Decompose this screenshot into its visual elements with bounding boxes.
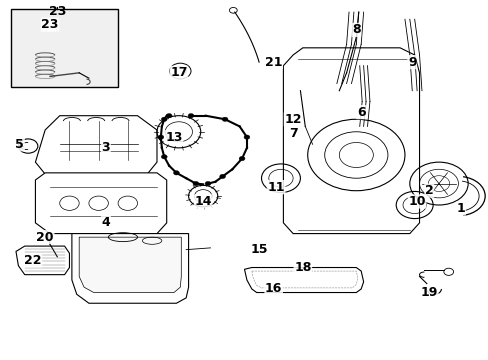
Text: 5: 5 xyxy=(16,138,24,151)
Text: 9: 9 xyxy=(407,55,416,69)
Circle shape xyxy=(158,135,163,139)
Polygon shape xyxy=(79,237,181,293)
Text: 12: 12 xyxy=(284,113,301,126)
Circle shape xyxy=(173,171,179,175)
Circle shape xyxy=(239,157,244,161)
Bar xyxy=(11,9,118,87)
Text: 19: 19 xyxy=(420,286,437,299)
Polygon shape xyxy=(72,234,188,303)
Text: 14: 14 xyxy=(194,195,211,208)
Text: 16: 16 xyxy=(264,283,282,296)
Polygon shape xyxy=(35,173,166,234)
Polygon shape xyxy=(283,48,419,234)
Circle shape xyxy=(193,181,199,186)
Text: 17: 17 xyxy=(170,66,187,79)
Text: 15: 15 xyxy=(250,243,267,256)
Text: 4: 4 xyxy=(102,216,110,229)
Text: 6: 6 xyxy=(356,105,365,119)
Circle shape xyxy=(222,117,227,121)
Text: 22: 22 xyxy=(24,254,41,267)
Text: 11: 11 xyxy=(267,181,285,194)
Circle shape xyxy=(219,174,225,179)
Text: 20: 20 xyxy=(36,231,54,244)
Text: 23: 23 xyxy=(48,5,66,18)
Circle shape xyxy=(161,155,167,159)
Text: 18: 18 xyxy=(294,261,311,274)
Text: 10: 10 xyxy=(407,195,425,208)
Polygon shape xyxy=(16,246,69,275)
Text: 13: 13 xyxy=(165,131,183,144)
Text: 1: 1 xyxy=(456,202,464,215)
Circle shape xyxy=(204,181,210,186)
Text: 23: 23 xyxy=(41,18,59,31)
Text: 7: 7 xyxy=(288,127,297,140)
Text: 2: 2 xyxy=(424,184,433,197)
Text: 21: 21 xyxy=(264,55,282,69)
Text: 3: 3 xyxy=(102,141,110,154)
Circle shape xyxy=(188,113,194,118)
Polygon shape xyxy=(35,116,157,180)
Text: 8: 8 xyxy=(351,23,360,36)
Circle shape xyxy=(244,135,249,139)
Circle shape xyxy=(166,113,172,118)
Circle shape xyxy=(161,117,167,121)
Polygon shape xyxy=(244,267,363,293)
